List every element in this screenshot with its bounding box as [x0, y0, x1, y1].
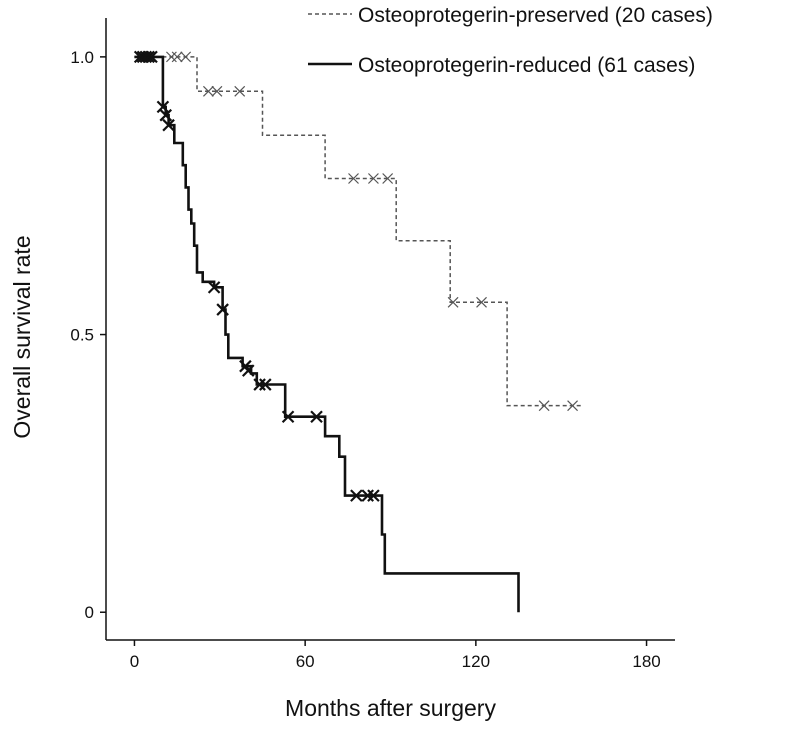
censor-mark [166, 52, 176, 62]
legend: Osteoprotegerin-preserved (20 cases) Ost… [308, 4, 713, 77]
censor-mark [539, 401, 549, 411]
censor-mark [181, 52, 191, 62]
x-axis-title: Months after surgery [285, 695, 496, 721]
y-tick-label: 1.0 [70, 48, 94, 67]
series-line-reduced [134, 57, 518, 612]
y-ticks: 0 0.5 1.0 [70, 48, 106, 622]
y-tick-label: 0.5 [70, 326, 94, 345]
series-line-preserved [134, 57, 581, 406]
x-tick-label: 60 [296, 652, 315, 671]
legend-label-reduced: Osteoprotegerin-reduced (61 cases) [358, 54, 695, 77]
legend-label-preserved: Osteoprotegerin-preserved (20 cases) [358, 4, 713, 27]
censor-mark [172, 52, 182, 62]
axes: 0 60 120 180 0 0.5 1.0 [70, 18, 675, 671]
y-tick-label: 0 [85, 603, 94, 622]
x-tick-label: 180 [632, 652, 660, 671]
x-tick-label: 120 [462, 652, 490, 671]
plot-area [134, 51, 581, 612]
x-ticks: 0 60 120 180 [130, 640, 661, 671]
censor-mark [568, 401, 578, 411]
censor-mark [203, 86, 213, 96]
x-tick-label: 0 [130, 652, 139, 671]
y-axis-title: Overall survival rate [9, 235, 35, 438]
